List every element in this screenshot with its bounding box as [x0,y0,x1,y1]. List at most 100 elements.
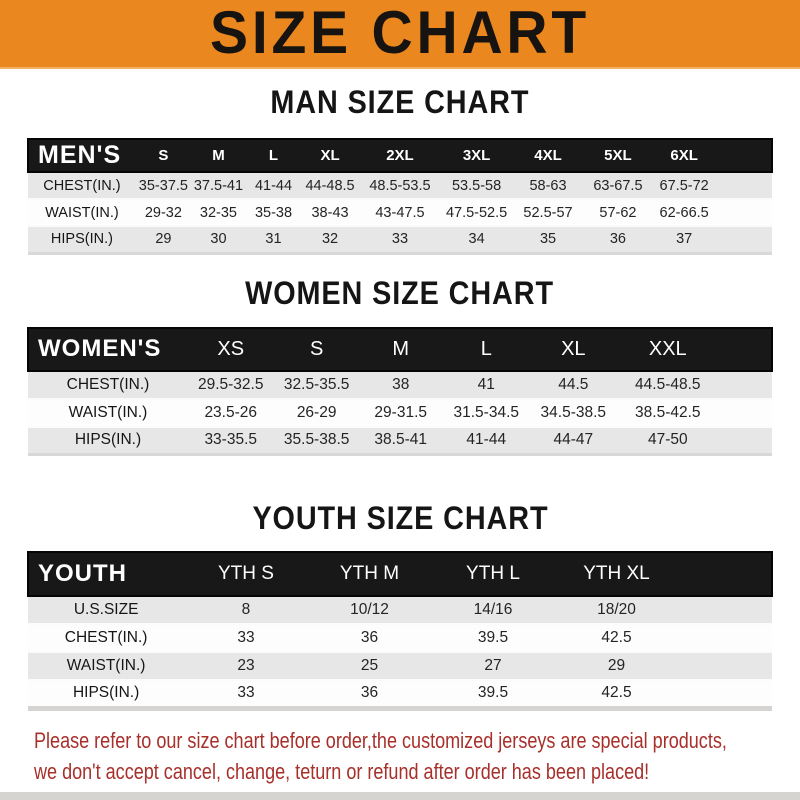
row-label: WAIST(IN.) [66,657,146,674]
women-heading-text: WOMEN SIZE CHART [245,274,555,311]
youth-header-row: YOUTH YTH S YTH M YTH L YTH XL [28,552,772,596]
youth-size-table: YOUTH YTH S YTH M YTH L YTH XL U.S.SIZE … [27,551,773,711]
row-label: CHEST(IN.) [64,629,148,646]
men-header-filler [716,139,772,172]
size-cell: 47.5-52.5 [445,204,508,221]
women-col-header: XXL [648,337,687,360]
men-col-header: 4XL [534,147,562,164]
filler-cell [716,226,772,253]
filler-cell [678,596,772,624]
size-cell: 44-47 [553,431,594,449]
filler-cell [678,680,772,708]
men-col-header: M [212,147,225,164]
youth-heading-text: YOUTH SIZE CHART [251,500,548,536]
filler-cell [720,371,772,399]
row-label: CHEST(IN.) [43,177,121,194]
size-chart-banner: SIZE CHART [0,0,800,69]
women-col-header: L [480,337,492,360]
filler-cell [716,199,772,226]
youth-chest-row: CHEST(IN.) 33 36 39.5 42.5 [28,624,772,652]
size-cell: 30 [210,231,227,248]
size-cell: 25 [360,657,379,674]
size-cell: 38.5-41 [374,431,427,449]
youth-ussize-row: U.S.SIZE 8 10/12 14/16 18/20 [28,596,772,624]
women-header-row: WOMEN'S XS S M L XL XXL [28,327,772,371]
women-size-chart-heading: WOMEN SIZE CHART [0,276,800,310]
size-cell: 41-44 [466,431,507,449]
size-cell: 62-66.5 [659,204,709,221]
size-cell: 41-44 [254,177,293,194]
filler-cell [716,172,772,199]
row-label: WAIST(IN.) [68,403,148,421]
size-cell: 27 [484,657,502,674]
women-col-header: XS [217,337,245,360]
size-cell: 29-32 [144,204,182,221]
size-cell: 36 [609,231,626,248]
size-cell: 58-63 [529,177,567,194]
size-cell: 38.5-42.5 [635,403,701,421]
size-cell: 53.5-58 [451,177,502,194]
filler-cell [678,624,772,652]
women-size-table: WOMEN'S XS S M L XL XXL CHEST(IN.) 29.5-… [27,327,773,456]
size-cell: 44.5-48.5 [635,375,701,393]
youth-col-header: YTH L [466,563,520,584]
youth-table-title: YOUTH [38,560,127,587]
size-cell: 8 [241,601,251,618]
men-col-header: XL [320,147,340,164]
size-cell: 31.5-34.5 [453,403,520,421]
size-cell: 23.5-26 [204,403,258,421]
size-cell: 34.5-38.5 [540,403,607,421]
size-cell: 44-48.5 [305,177,355,194]
size-cell: 35.5-38.5 [283,431,350,449]
size-cell: 48.5-53.5 [369,177,431,194]
size-cell: 23 [237,657,255,674]
men-waist-row: WAIST(IN.) 29-32 32-35 35-38 38-43 43-47… [28,199,772,226]
size-cell: 35-37.5 [138,177,188,194]
men-col-header: S [158,147,169,164]
youth-hips-row: HIPS(IN.) 33 36 39.5 42.5 [28,680,772,708]
men-chest-row: CHEST(IN.) 35-37.5 37.5-41 41-44 44-48.5… [28,172,772,199]
size-cell: 38-43 [311,204,349,221]
size-cell: 44.5 [558,375,589,393]
size-cell: 29.5-32.5 [197,375,264,393]
row-label: HIPS(IN.) [50,231,113,248]
women-waist-row: WAIST(IN.) 23.5-26 26-29 29-31.5 31.5-34… [28,398,772,427]
size-cell: 67.5-72 [659,177,709,194]
size-cell: 33-35.5 [204,431,258,449]
men-col-header: 5XL [604,147,632,164]
size-cell: 14/16 [473,601,513,618]
youth-col-header: YTH M [339,563,400,584]
size-cell: 32-35 [199,204,237,221]
size-cell: 26-29 [296,403,337,421]
size-cell: 37.5-41 [193,177,244,194]
size-cell: 35 [539,231,557,248]
men-col-header: 2XL [386,147,414,164]
banner-title: SIZE CHART [210,0,590,66]
size-cell: 57-62 [599,204,637,221]
size-cell: 42.5 [601,629,632,646]
size-cell: 39.5 [477,629,509,646]
size-cell: 29-31.5 [374,403,427,421]
youth-waist-row: WAIST(IN.) 23 25 27 29 [28,652,772,680]
size-cell: 33 [237,629,255,646]
men-size-table: MEN'S S M L XL 2XL 3XL 4XL 5XL 6XL CHEST… [27,138,773,255]
size-cell: 37 [676,231,693,248]
order-policy-line-1: Please refer to our size chart before or… [34,727,727,753]
row-label: CHEST(IN.) [66,375,150,393]
size-cell: 36 [360,629,379,646]
men-header-row: MEN'S S M L XL 2XL 3XL 4XL 5XL 6XL [28,139,772,172]
size-cell: 52.5-57 [523,204,573,221]
size-cell: 10/12 [350,601,389,618]
order-policy-line-2: we don't accept cancel, change, teturn o… [34,758,650,784]
bottom-edge-strip [0,792,800,800]
filler-cell [720,399,772,427]
size-cell: 63-67.5 [593,177,643,194]
size-cell: 42.5 [601,684,632,702]
women-header-filler [720,328,772,371]
men-col-header: 3XL [462,147,491,164]
row-label: WAIST(IN.) [45,204,119,221]
youth-col-header: YTH XL [583,563,650,584]
size-cell: 41 [477,375,495,393]
man-heading-text: MAN SIZE CHART [270,84,530,120]
man-size-chart-heading: MAN SIZE CHART [0,85,800,119]
